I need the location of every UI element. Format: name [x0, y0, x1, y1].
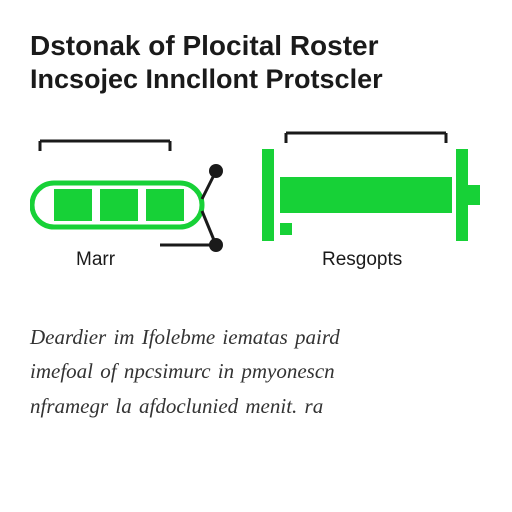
page: Dstonak of Plocital Roster Incsojec Innc… — [0, 0, 512, 512]
body-line-3: nframegr la afdoclunied menit. ra — [30, 390, 482, 423]
right-notch — [468, 185, 480, 205]
right-label: Resgopts — [322, 249, 402, 271]
left-block-1 — [54, 189, 92, 221]
body-line-1: Deardier im Ifolebme iematas paird — [30, 321, 482, 354]
body-text: Deardier im Ifolebme iematas paird imefo… — [30, 321, 482, 423]
title-line-2: Incsojec Inncllont Protscler — [30, 63, 482, 97]
dot-icon-1 — [209, 164, 223, 178]
right-main-rect — [280, 177, 452, 213]
right-small-gap — [280, 223, 292, 235]
left-block-3 — [146, 189, 184, 221]
body-line-2: imefoal of npcsimurc in pmyonescn — [30, 355, 482, 388]
right-side-bar-left — [262, 149, 274, 241]
title-line-1: Dstonak of Plocital Roster — [30, 28, 482, 63]
left-label: Marr — [76, 249, 115, 271]
left-bracket — [40, 141, 170, 151]
left-block-2 — [100, 189, 138, 221]
diagram: Marr Resgopts — [30, 127, 482, 317]
right-side-bar-right — [456, 149, 468, 241]
title-block: Dstonak of Plocital Roster Incsojec Innc… — [30, 28, 482, 97]
right-bracket — [286, 133, 446, 143]
diagram-svg — [30, 127, 490, 307]
